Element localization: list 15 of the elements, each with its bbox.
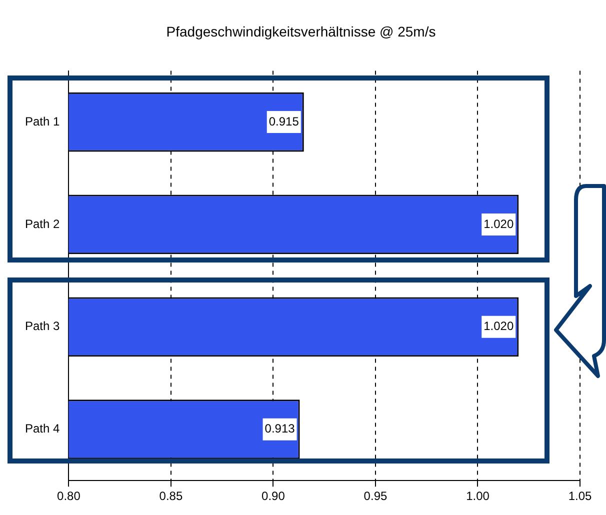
y-tick-label: Path 2 [24,216,60,231]
y-tick-label: Path 1 [24,114,60,128]
x-tick-label: 1.05 [568,489,592,504]
data-label: 0.913 [264,422,296,436]
x-tick-label: 0.90 [262,489,286,504]
x-tick-label: 0.85 [159,489,183,504]
x-tick-label: 1.00 [466,489,490,504]
y-tick-label: Path 3 [24,319,60,334]
x-tick-label: 0.95 [364,489,388,504]
data-label: 0.915 [268,114,300,128]
data-label: 1.020 [484,319,514,334]
y-tick-label: Path 4 [24,422,60,436]
chart-title: Pfadgeschwindigkeitsverhältnisse @ 25m/s [166,23,436,40]
data-label: 1.020 [484,216,514,231]
x-tick-label: 0.80 [57,489,81,504]
